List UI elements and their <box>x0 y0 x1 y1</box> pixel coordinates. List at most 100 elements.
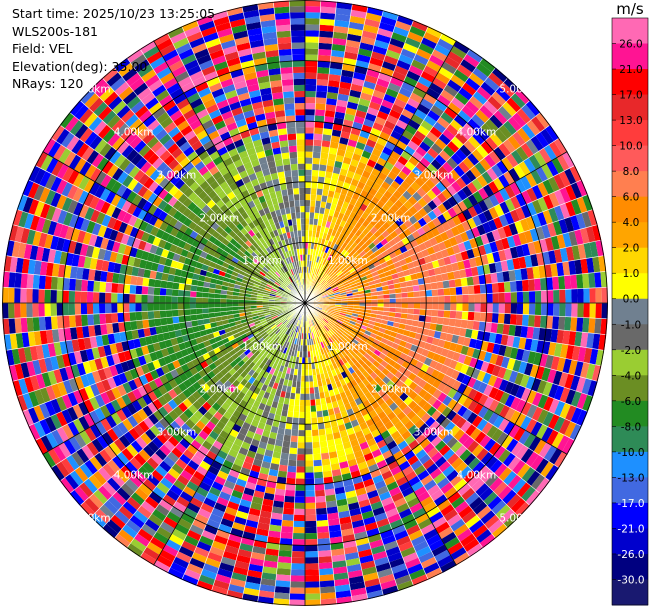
velocity-gate <box>348 164 358 173</box>
velocity-gate <box>437 499 452 512</box>
velocity-gate <box>331 265 338 272</box>
velocity-gate <box>446 409 457 422</box>
velocity-gate <box>236 339 245 346</box>
velocity-gate <box>202 563 219 574</box>
velocity-gate <box>172 556 190 569</box>
velocity-gate <box>486 342 495 354</box>
velocity-gate <box>194 546 210 558</box>
velocity-gate <box>97 485 113 501</box>
velocity-gate <box>325 104 337 112</box>
ray-gap <box>304 124 551 304</box>
velocity-gate <box>79 463 94 479</box>
velocity-gate <box>20 303 27 318</box>
velocity-gate <box>328 306 335 310</box>
velocity-gate <box>338 358 345 366</box>
velocity-gate <box>407 140 419 152</box>
velocity-gate <box>341 242 348 250</box>
velocity-gate <box>520 175 532 191</box>
velocity-gate <box>484 273 492 284</box>
velocity-gate <box>556 435 570 452</box>
velocity-gate <box>396 411 407 421</box>
velocity-gate <box>328 363 335 371</box>
velocity-gate <box>418 354 427 364</box>
velocity-gate <box>333 310 341 315</box>
velocity-gate <box>383 303 390 308</box>
velocity-gate <box>558 372 569 388</box>
velocity-gate <box>318 286 324 292</box>
velocity-gate <box>506 438 519 453</box>
velocity-gate <box>333 406 341 415</box>
velocity-gate <box>507 456 521 471</box>
velocity-gate <box>323 282 329 288</box>
velocity-gate <box>498 292 505 303</box>
velocity-gate <box>325 287 332 292</box>
velocity-gate <box>298 411 305 419</box>
velocity-gate <box>429 359 438 370</box>
velocity-gate <box>141 285 149 295</box>
velocity-gate <box>387 425 398 436</box>
velocity-gate <box>286 416 293 424</box>
velocity-gate <box>329 141 340 149</box>
velocity-gate <box>305 72 318 80</box>
velocity-gate <box>283 320 289 326</box>
velocity-gate <box>429 467 443 480</box>
velocity-gate <box>493 415 505 429</box>
velocity-gate <box>401 430 412 441</box>
velocity-gate <box>294 399 300 406</box>
velocity-gate <box>388 486 402 497</box>
velocity-gate <box>294 325 298 332</box>
velocity-gate <box>457 200 468 213</box>
velocity-gate <box>443 310 451 319</box>
velocity-gate <box>335 154 345 163</box>
velocity-gate <box>327 270 334 276</box>
velocity-gate <box>442 145 455 158</box>
velocity-gate <box>370 501 384 511</box>
velocity-gate <box>436 192 448 204</box>
velocity-gate <box>450 136 464 149</box>
velocity-gate <box>305 599 321 606</box>
velocity-gate <box>275 328 281 335</box>
velocity-gate <box>319 312 326 318</box>
velocity-gate <box>101 431 114 446</box>
velocity-gate <box>454 278 462 288</box>
velocity-gate <box>314 292 321 297</box>
velocity-gate <box>432 388 443 400</box>
velocity-gate <box>443 84 459 98</box>
velocity-gate <box>200 568 217 580</box>
velocity-gate <box>457 335 466 346</box>
velocity-gate <box>299 405 305 413</box>
velocity-gate <box>480 233 490 245</box>
velocity-gate <box>213 502 227 513</box>
velocity-gate <box>257 337 265 344</box>
velocity-gate <box>105 282 113 293</box>
velocity-gate <box>122 501 138 515</box>
velocity-gate <box>568 330 577 346</box>
velocity-gate <box>180 422 192 434</box>
velocity-gate <box>153 310 161 319</box>
velocity-gate <box>201 476 215 487</box>
velocity-gate <box>281 359 287 367</box>
velocity-gate <box>545 124 560 142</box>
velocity-gate <box>356 493 369 503</box>
velocity-gate <box>186 529 202 542</box>
velocity-gate <box>324 316 331 321</box>
velocity-gate <box>414 418 425 430</box>
velocity-gate <box>508 370 519 384</box>
velocity-gate <box>315 330 320 337</box>
velocity-gate <box>26 273 34 289</box>
velocity-gate <box>87 314 95 326</box>
velocity-gate <box>98 292 106 303</box>
velocity-gate <box>324 259 330 267</box>
velocity-gate <box>93 280 101 293</box>
velocity-gate <box>466 346 475 358</box>
velocity-gate <box>208 513 223 524</box>
velocity-gate <box>441 324 449 334</box>
velocity-gate <box>184 568 201 581</box>
velocity-gate <box>476 505 492 520</box>
velocity-gate <box>226 539 241 549</box>
velocity-gate <box>565 200 576 217</box>
velocity-gate <box>324 246 330 254</box>
velocity-gate <box>392 450 405 461</box>
velocity-gate <box>439 331 448 341</box>
ray-gap <box>304 302 484 549</box>
